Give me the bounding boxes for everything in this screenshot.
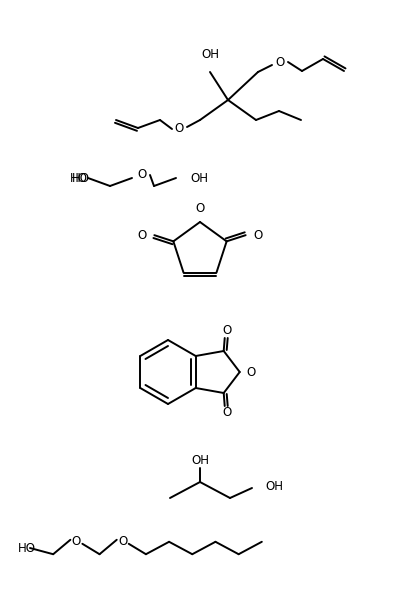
- Text: O: O: [247, 365, 256, 379]
- Text: HO: HO: [18, 541, 36, 555]
- Text: OH: OH: [190, 171, 208, 184]
- Text: O: O: [195, 202, 205, 215]
- Text: O: O: [275, 56, 285, 69]
- Text: OH: OH: [191, 453, 209, 467]
- Text: HO: HO: [70, 171, 88, 184]
- Text: O: O: [137, 168, 147, 181]
- Text: O: O: [174, 122, 184, 135]
- Text: HO: HO: [72, 171, 90, 184]
- Text: O: O: [222, 407, 231, 419]
- Text: O: O: [137, 229, 146, 241]
- Text: OH: OH: [265, 480, 283, 494]
- Text: O: O: [254, 229, 263, 241]
- Text: O: O: [222, 325, 231, 337]
- Text: O: O: [72, 536, 81, 548]
- Text: O: O: [118, 536, 127, 548]
- Text: OH: OH: [201, 47, 219, 60]
